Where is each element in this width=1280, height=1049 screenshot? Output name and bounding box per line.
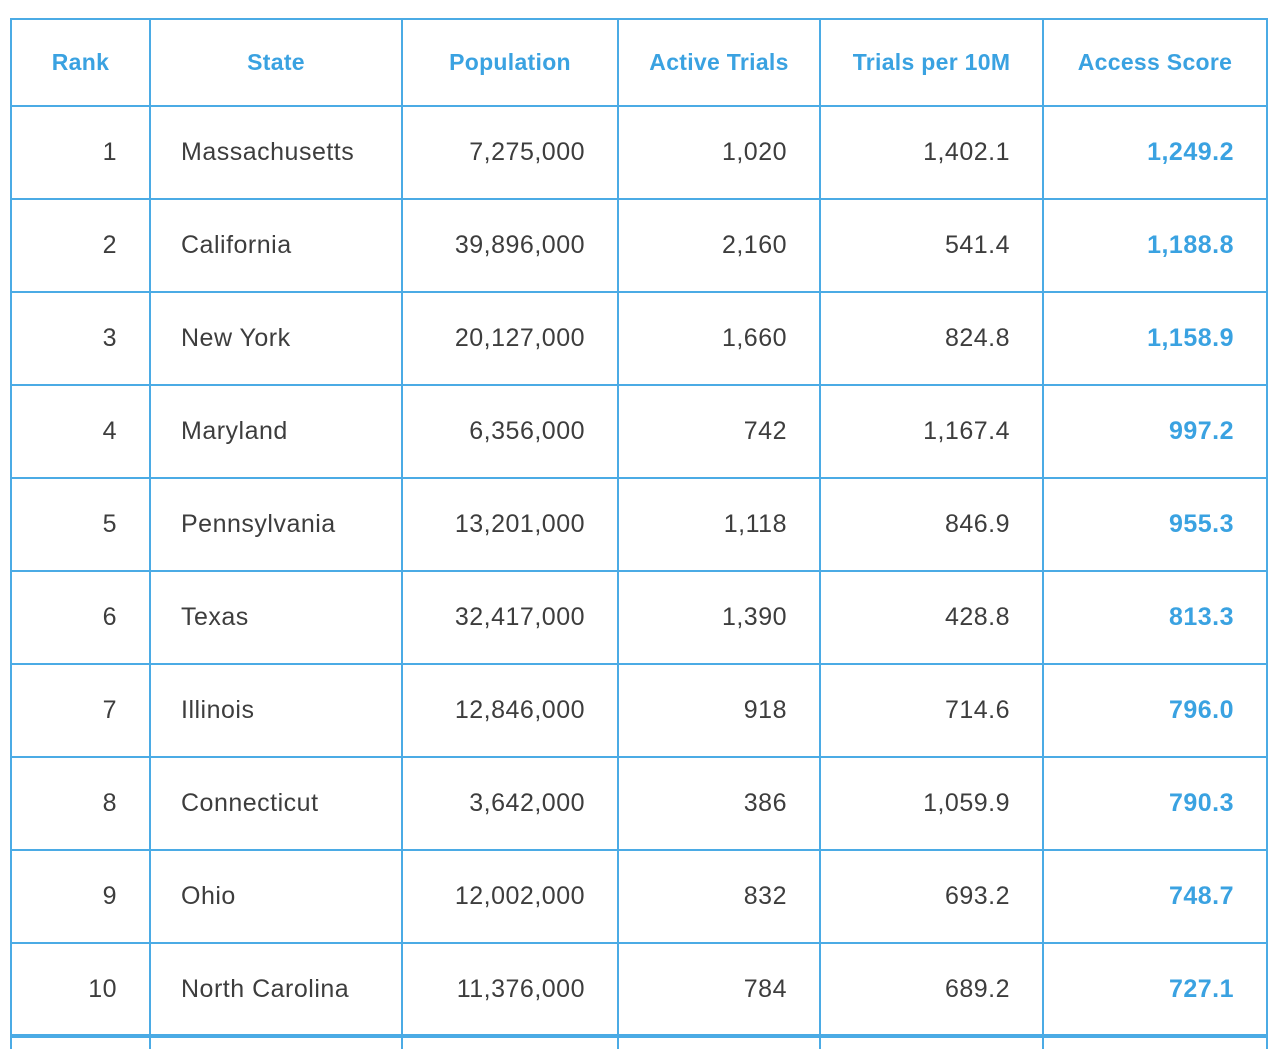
cell-rank: 5 — [10, 477, 151, 572]
cell-active-trials: 832 — [617, 849, 821, 944]
table-row: 3 New York 20,127,000 1,660 824.8 1,158.9 — [10, 291, 1268, 386]
cell-rank: 6 — [10, 570, 151, 665]
cell-trials-per-10m: 1,402.1 — [819, 105, 1044, 200]
cell-access-score: 1,249.2 — [1042, 105, 1268, 200]
cell-rank: 7 — [10, 663, 151, 758]
cell-active-trials: 742 — [617, 384, 821, 479]
cell-trials-per-10m: 428.8 — [819, 570, 1044, 665]
cell-population: 12,002,000 — [401, 849, 619, 944]
cell-rank: 9 — [10, 849, 151, 944]
cell-active-trials: 1,390 — [617, 570, 821, 665]
cell-active-trials: 2,160 — [617, 198, 821, 293]
table-row: 10 North Carolina 11,376,000 784 689.2 727.1 — [10, 942, 1268, 1038]
cell-empty — [819, 1035, 1044, 1049]
cell-state: Texas — [149, 570, 403, 665]
cell-state: Pennsylvania — [149, 477, 403, 572]
cell-access-score: 1,158.9 — [1042, 291, 1268, 386]
cell-empty — [401, 1035, 619, 1049]
column-header-population: Population — [401, 18, 619, 107]
table-row: 9 Ohio 12,002,000 832 693.2 748.7 — [10, 849, 1268, 944]
cell-trials-per-10m: 541.4 — [819, 198, 1044, 293]
cell-trials-per-10m: 714.6 — [819, 663, 1044, 758]
cell-access-score: 955.3 — [1042, 477, 1268, 572]
table-row: 1 Massachusetts 7,275,000 1,020 1,402.1 1,249… — [10, 105, 1268, 200]
cell-state: Ohio — [149, 849, 403, 944]
cell-population: 32,417,000 — [401, 570, 619, 665]
column-header-rank: Rank — [10, 18, 151, 107]
cell-access-score: 796.0 — [1042, 663, 1268, 758]
cell-population: 20,127,000 — [401, 291, 619, 386]
cell-state: New York — [149, 291, 403, 386]
cell-rank: 1 — [10, 105, 151, 200]
cell-access-score: 1,188.8 — [1042, 198, 1268, 293]
column-header-active-trials: Active Trials — [617, 18, 821, 107]
cell-population: 11,376,000 — [401, 942, 619, 1038]
cell-state: North Carolina — [149, 942, 403, 1038]
table-row: 4 Maryland 6,356,000 742 1,167.4 997.2 — [10, 384, 1268, 479]
cell-rank: 2 — [10, 198, 151, 293]
cell-trials-per-10m: 846.9 — [819, 477, 1044, 572]
cell-active-trials: 1,020 — [617, 105, 821, 200]
cell-trials-per-10m: 689.2 — [819, 942, 1044, 1038]
cell-population: 7,275,000 — [401, 105, 619, 200]
cell-trials-per-10m: 824.8 — [819, 291, 1044, 386]
table-row: 6 Texas 32,417,000 1,390 428.8 813.3 — [10, 570, 1268, 665]
cell-rank: 4 — [10, 384, 151, 479]
table-row: 2 California 39,896,000 2,160 541.4 1,188.8 — [10, 198, 1268, 293]
cell-active-trials: 1,660 — [617, 291, 821, 386]
cell-active-trials: 1,118 — [617, 477, 821, 572]
cell-trials-per-10m: 1,167.4 — [819, 384, 1044, 479]
cell-empty — [617, 1035, 821, 1049]
cell-empty — [1042, 1035, 1268, 1049]
table-row-partial — [10, 1035, 1268, 1049]
cell-population: 3,642,000 — [401, 756, 619, 851]
table-row: 5 Pennsylvania 13,201,000 1,118 846.9 955.3 — [10, 477, 1268, 572]
cell-population: 6,356,000 — [401, 384, 619, 479]
cell-rank: 8 — [10, 756, 151, 851]
column-header-state: State — [149, 18, 403, 107]
cell-population: 13,201,000 — [401, 477, 619, 572]
cell-access-score: 790.3 — [1042, 756, 1268, 851]
table-body: 1 Massachusetts 7,275,000 1,020 1,402.1 1,249… — [10, 105, 1268, 1049]
cell-rank: 3 — [10, 291, 151, 386]
cell-state: Maryland — [149, 384, 403, 479]
cell-active-trials: 918 — [617, 663, 821, 758]
cell-access-score: 748.7 — [1042, 849, 1268, 944]
header-row: Rank State Population Active Trials Tria… — [10, 18, 1268, 107]
table-row: 8 Connecticut 3,642,000 386 1,059.9 790.3 — [10, 756, 1268, 851]
cell-population: 12,846,000 — [401, 663, 619, 758]
cell-trials-per-10m: 693.2 — [819, 849, 1044, 944]
access-score-table: Rank State Population Active Trials Tria… — [10, 18, 1268, 1049]
cell-state: Massachusetts — [149, 105, 403, 200]
cell-state: Illinois — [149, 663, 403, 758]
cell-access-score: 997.2 — [1042, 384, 1268, 479]
cell-state: Connecticut — [149, 756, 403, 851]
cell-access-score: 813.3 — [1042, 570, 1268, 665]
column-header-access-score: Access Score — [1042, 18, 1268, 107]
cell-trials-per-10m: 1,059.9 — [819, 756, 1044, 851]
cell-empty — [10, 1035, 151, 1049]
cell-state: California — [149, 198, 403, 293]
column-header-trials-per-10m: Trials per 10M — [819, 18, 1044, 107]
cell-active-trials: 386 — [617, 756, 821, 851]
cell-population: 39,896,000 — [401, 198, 619, 293]
table-row: 7 Illinois 12,846,000 918 714.6 796.0 — [10, 663, 1268, 758]
cell-rank: 10 — [10, 942, 151, 1038]
table-header: Rank State Population Active Trials Tria… — [10, 18, 1268, 107]
cell-empty — [149, 1035, 403, 1049]
cell-active-trials: 784 — [617, 942, 821, 1038]
cell-access-score: 727.1 — [1042, 942, 1268, 1038]
